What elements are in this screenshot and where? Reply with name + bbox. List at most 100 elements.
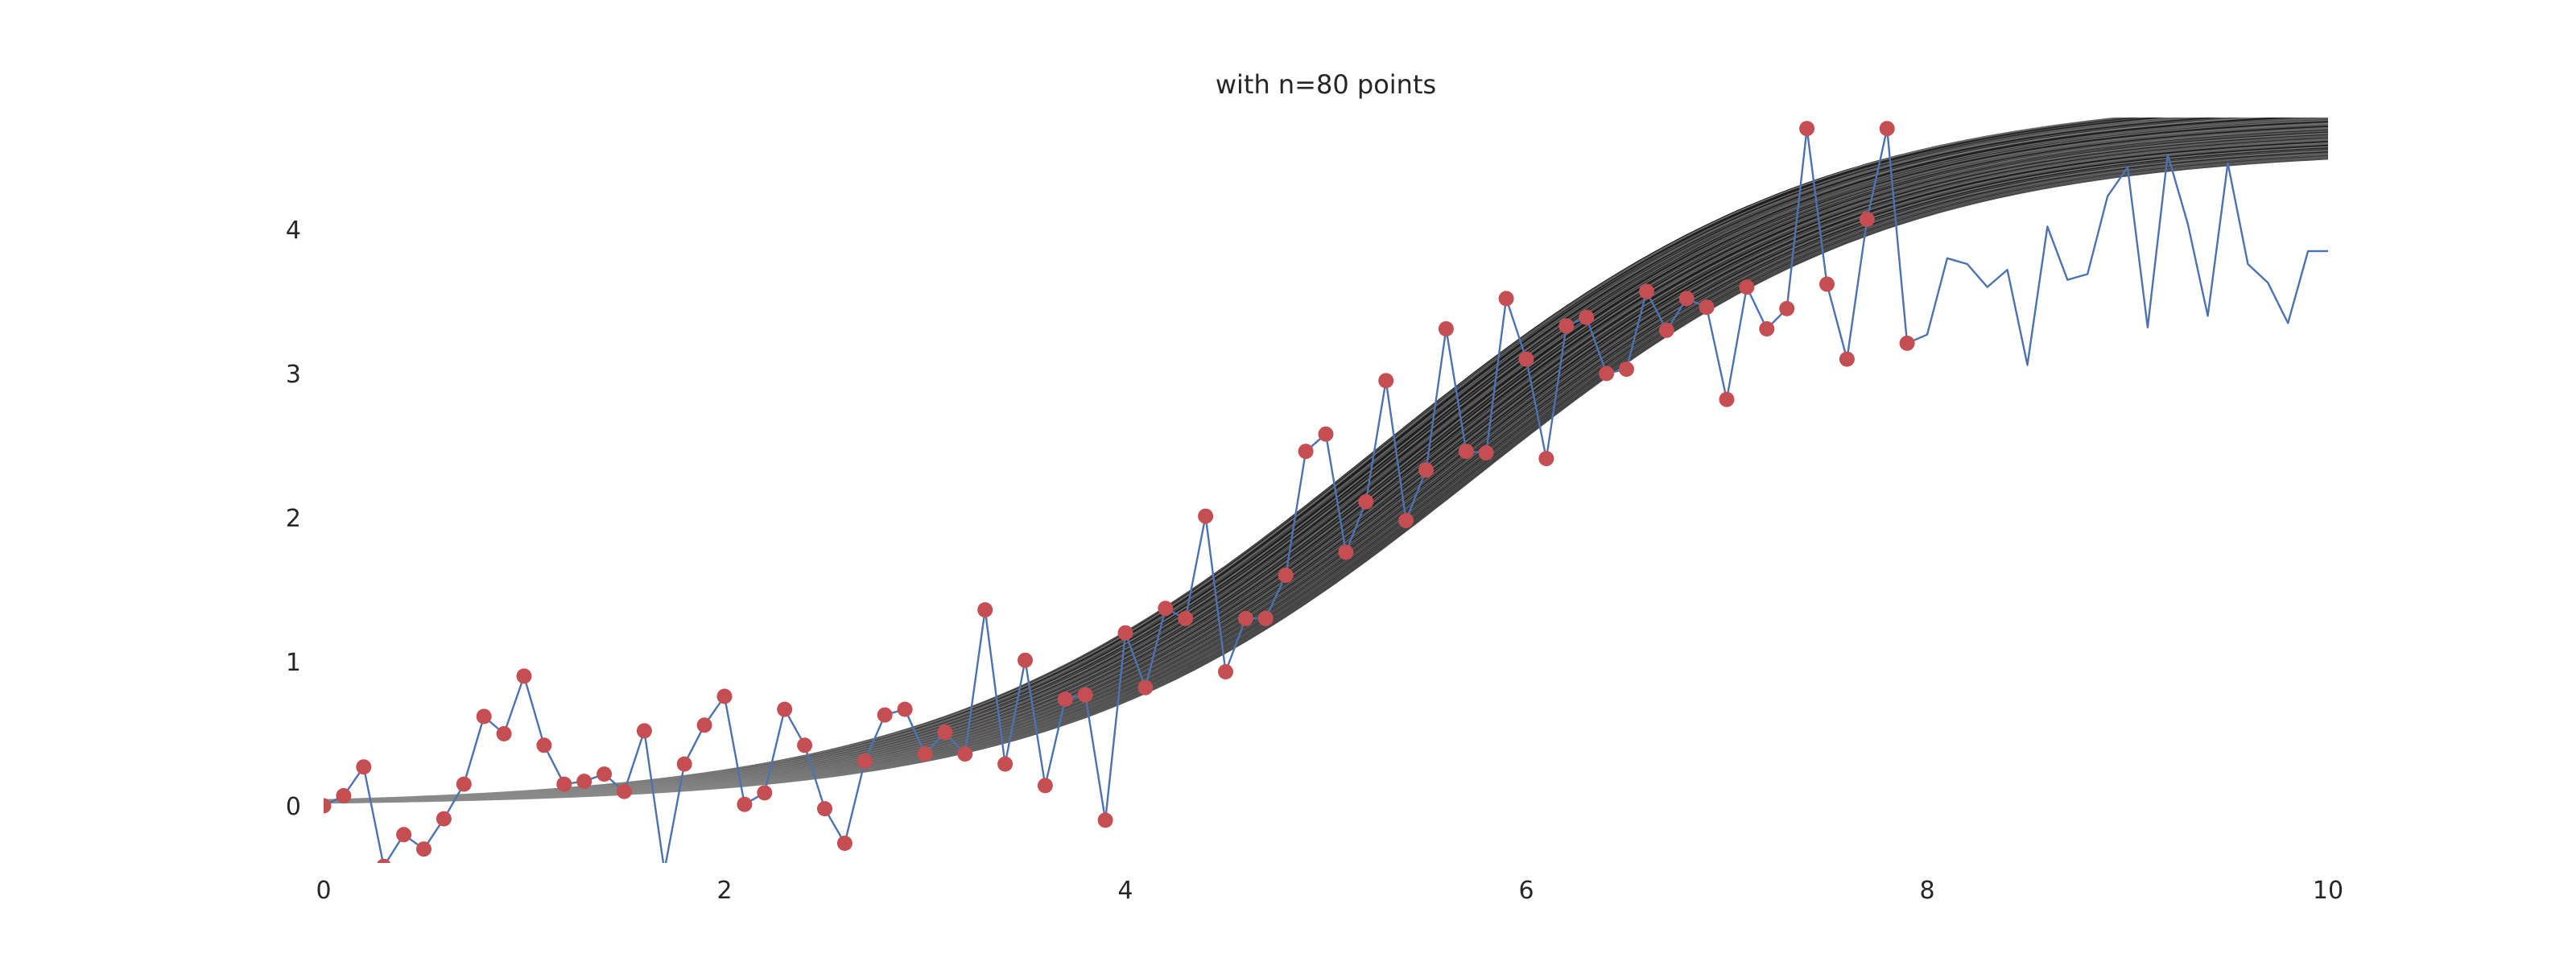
- data-point: [1218, 664, 1233, 679]
- data-point: [737, 796, 753, 812]
- data-point: [1719, 391, 1735, 407]
- data-point: [716, 688, 733, 704]
- data-point: [1839, 351, 1855, 367]
- data-point: [1438, 321, 1454, 336]
- posterior-draw-line: [324, 159, 2328, 804]
- data-point: [1518, 351, 1534, 367]
- y-tick-label: 4: [286, 217, 301, 245]
- chart-title: with n=80 points: [1216, 69, 1436, 100]
- posterior-draw-line: [324, 118, 2328, 802]
- posterior-draw-line: [324, 146, 2328, 803]
- data-point: [757, 785, 773, 801]
- data-point: [1779, 300, 1795, 316]
- data-point: [1799, 121, 1815, 137]
- data-point: [1879, 121, 1895, 137]
- data-point: [797, 737, 813, 753]
- data-point: [516, 668, 532, 684]
- x-tick-label: 0: [316, 877, 331, 905]
- data-point: [356, 759, 372, 775]
- data-point: [476, 708, 492, 724]
- data-point: [1358, 493, 1374, 510]
- data-point: [1699, 299, 1715, 316]
- data-point: [1819, 276, 1835, 292]
- observed-points: [324, 121, 1915, 878]
- data-point: [416, 841, 431, 857]
- data-point: [1198, 508, 1214, 524]
- data-point: [1037, 778, 1053, 794]
- posterior-draw-line: [324, 139, 2328, 803]
- posterior-draw-line: [324, 118, 2262, 801]
- posterior-draw-line: [324, 118, 2192, 801]
- data-point: [1558, 318, 1575, 334]
- data-point: [1619, 361, 1634, 378]
- data-point: [576, 774, 592, 790]
- data-point: [1158, 601, 1174, 617]
- y-tick-label: 3: [286, 361, 301, 389]
- data-point: [1658, 322, 1674, 338]
- posterior-draw-line: [324, 127, 2328, 803]
- posterior-draw-line: [324, 118, 2328, 802]
- posterior-draw-line: [324, 118, 2178, 800]
- data-point: [917, 746, 933, 762]
- data-point: [436, 811, 452, 827]
- data-point: [957, 746, 973, 762]
- data-point: [1579, 309, 1595, 325]
- data-point: [997, 756, 1013, 772]
- posterior-draw-line: [324, 133, 2328, 803]
- posterior-draw-line: [324, 122, 2328, 802]
- data-point: [657, 863, 672, 878]
- y-axis-ticks: 0 1 2 3 4: [286, 217, 301, 821]
- data-point: [696, 717, 712, 733]
- data-point: [1278, 568, 1294, 584]
- posterior-draw-line: [324, 134, 2328, 803]
- posterior-draws: [324, 118, 2328, 804]
- posterior-draw-line: [324, 139, 2328, 803]
- data-point: [597, 766, 613, 782]
- data-point: [836, 836, 852, 851]
- posterior-draw-line: [324, 130, 2328, 803]
- posterior-draw-line: [324, 146, 2328, 803]
- data-point: [1599, 365, 1615, 382]
- data-point: [1077, 687, 1093, 703]
- x-tick-label: 8: [1919, 877, 1934, 905]
- posterior-draw-line: [324, 118, 2270, 802]
- posterior-draw-line: [324, 155, 2328, 804]
- data-point: [1257, 610, 1274, 626]
- data-point: [1338, 544, 1354, 560]
- data-point: [456, 776, 472, 792]
- posterior-draw-line: [324, 123, 2328, 803]
- data-point: [324, 798, 332, 814]
- posterior-band-area: [324, 118, 2328, 803]
- data-point: [1018, 652, 1033, 668]
- data-point: [777, 701, 793, 717]
- data-point: [1418, 462, 1434, 478]
- data-point: [1759, 321, 1775, 336]
- posterior-draw-line: [324, 120, 2328, 802]
- data-point: [1739, 279, 1755, 295]
- plot-area: [324, 118, 2328, 878]
- posterior-draw-line: [324, 118, 2268, 801]
- posterior-draw-line: [324, 150, 2328, 803]
- y-tick-label: 1: [286, 649, 301, 677]
- y-tick-label: 0: [286, 793, 301, 821]
- data-point: [676, 756, 692, 772]
- posterior-draw-line: [324, 118, 2319, 802]
- posterior-draw-line: [324, 132, 2328, 803]
- posterior-draw-line: [324, 143, 2328, 803]
- data-point: [1398, 513, 1414, 529]
- posterior-draw-line: [324, 118, 2180, 801]
- data-point: [977, 602, 993, 618]
- posterior-band: [324, 118, 2328, 803]
- y-tick-label: 2: [286, 505, 301, 533]
- posterior-draw-line: [324, 124, 2328, 803]
- data-point: [1178, 610, 1194, 626]
- data-point: [1458, 444, 1474, 460]
- x-tick-label: 2: [716, 877, 732, 905]
- posterior-draw-line: [324, 122, 2328, 802]
- posterior-draw-line: [324, 128, 2328, 803]
- posterior-draw-line: [324, 118, 2236, 801]
- posterior-draw-line: [324, 152, 2328, 803]
- posterior-draw-line: [324, 118, 2134, 800]
- posterior-draw-line: [324, 150, 2328, 803]
